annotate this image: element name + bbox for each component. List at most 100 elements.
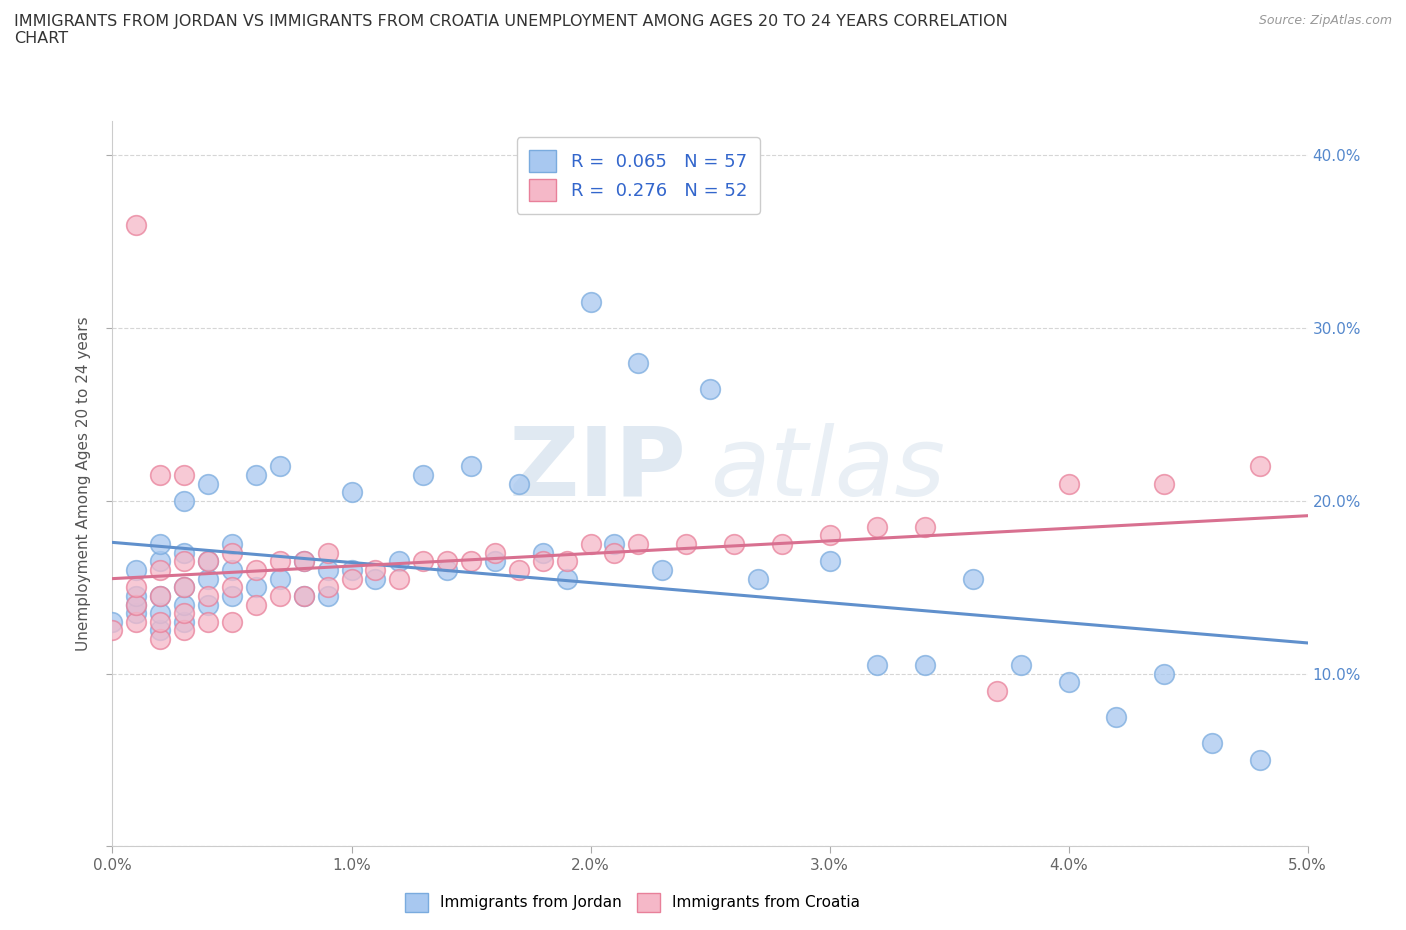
Point [173,468,195,483]
Point [316,579,339,594]
Point [197,554,219,569]
Point [149,605,172,620]
Point [770,537,793,551]
Point [197,589,219,604]
Point [436,563,458,578]
Point [221,589,243,604]
Point [579,537,602,551]
Point [412,468,434,483]
Point [579,295,602,310]
Point [269,554,291,569]
Point [269,571,291,586]
Text: Source: ZipAtlas.com: Source: ZipAtlas.com [1258,14,1392,27]
Point [914,658,936,672]
Point [531,545,554,560]
Point [292,554,315,569]
Point [531,554,554,569]
Point [1249,752,1271,767]
Point [316,563,339,578]
Point [197,615,219,630]
Point [388,571,411,586]
Point [149,615,172,630]
Point [460,554,482,569]
Point [221,545,243,560]
Point [245,468,267,483]
Point [125,563,148,578]
Point [1057,675,1080,690]
Point [101,615,124,630]
Point [173,623,195,638]
Point [173,615,195,630]
Point [269,458,291,473]
Text: IMMIGRANTS FROM JORDAN VS IMMIGRANTS FROM CROATIA UNEMPLOYMENT AMONG AGES 20 TO : IMMIGRANTS FROM JORDAN VS IMMIGRANTS FRO… [14,14,1008,46]
Point [173,545,195,560]
Point [866,658,889,672]
Point [603,545,626,560]
Point [818,528,841,543]
Point [747,571,769,586]
Point [149,554,172,569]
Point [221,563,243,578]
Point [1010,658,1032,672]
Point [962,571,984,586]
Point [436,554,458,569]
Point [627,355,650,370]
Point [292,554,315,569]
Point [173,579,195,594]
Point [197,554,219,569]
Point [101,623,124,638]
Point [173,597,195,612]
Point [364,563,387,578]
Point [555,554,578,569]
Point [1153,666,1175,681]
Point [1105,710,1128,724]
Point [245,597,267,612]
Point [125,217,148,232]
Point [340,485,363,499]
Point [245,563,267,578]
Point [149,589,172,604]
Text: atlas: atlas [710,422,945,515]
Point [316,589,339,604]
Point [197,597,219,612]
Point [508,563,530,578]
Point [699,381,721,396]
Legend: Immigrants from Jordan, Immigrants from Croatia: Immigrants from Jordan, Immigrants from … [399,887,866,918]
Point [412,554,434,569]
Point [221,537,243,551]
Point [125,605,148,620]
Point [125,597,148,612]
Point [149,623,172,638]
Point [173,579,195,594]
Point [149,563,172,578]
Point [484,554,506,569]
Point [723,537,745,551]
Point [149,589,172,604]
Point [221,615,243,630]
Point [149,468,172,483]
Text: ZIP: ZIP [508,422,686,515]
Legend: R =  0.065   N = 57, R =  0.276   N = 52: R = 0.065 N = 57, R = 0.276 N = 52 [517,138,759,214]
Point [1201,736,1223,751]
Point [914,519,936,534]
Point [866,519,889,534]
Point [316,545,339,560]
Point [627,537,650,551]
Point [340,571,363,586]
Point [388,554,411,569]
Point [149,537,172,551]
Point [173,605,195,620]
Point [125,579,148,594]
Point [173,494,195,509]
Point [460,458,482,473]
Point [484,545,506,560]
Point [340,563,363,578]
Point [149,631,172,646]
Point [555,571,578,586]
Point [1249,458,1271,473]
Point [292,589,315,604]
Point [651,563,673,578]
Point [125,597,148,612]
Y-axis label: Unemployment Among Ages 20 to 24 years: Unemployment Among Ages 20 to 24 years [76,316,91,651]
Point [245,579,267,594]
